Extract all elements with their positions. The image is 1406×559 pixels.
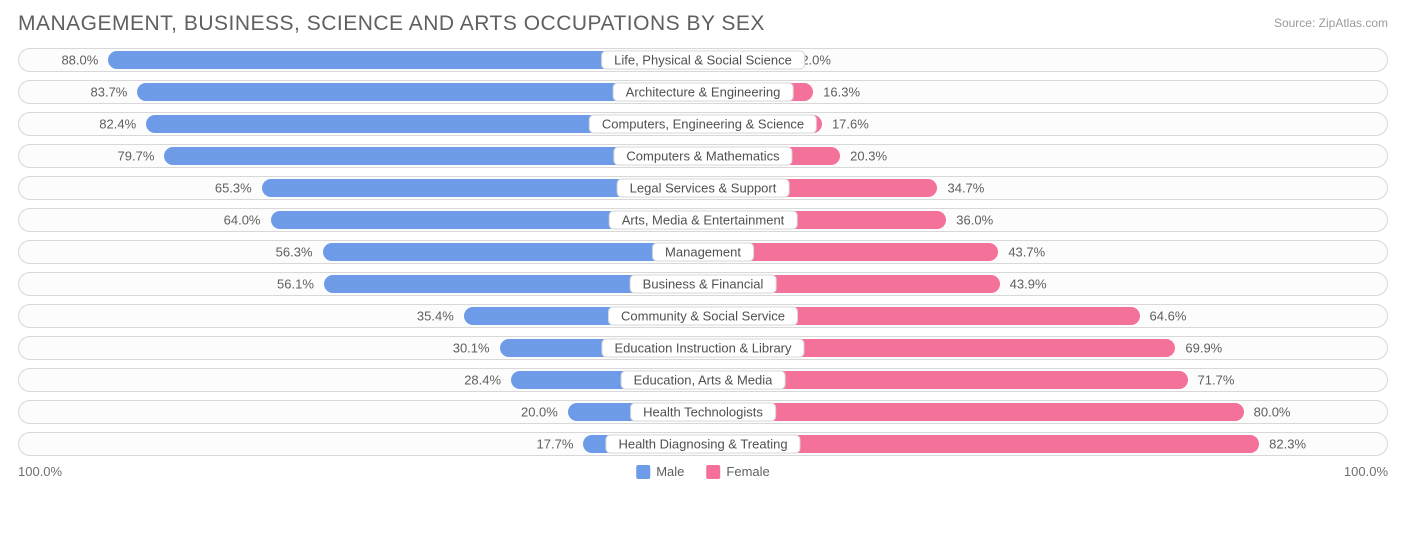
chart-axis: 100.0% Male Female 100.0% xyxy=(18,464,1388,484)
category-label: Computers, Engineering & Science xyxy=(589,115,817,134)
bar-track: 83.7% 16.3% Architecture & Engineering xyxy=(18,80,1388,104)
category-label: Architecture & Engineering xyxy=(613,83,794,102)
category-label: Community & Social Service xyxy=(608,307,798,326)
value-male: 83.7% xyxy=(91,85,128,100)
bar-male xyxy=(323,243,703,261)
value-female: 16.3% xyxy=(823,85,860,100)
value-female: 20.3% xyxy=(850,149,887,164)
value-female: 17.6% xyxy=(832,117,869,132)
legend-male-label: Male xyxy=(656,464,684,479)
value-male: 82.4% xyxy=(99,117,136,132)
bar-track: 64.0% 36.0% Arts, Media & Entertainment xyxy=(18,208,1388,232)
bar-track: 17.7% 82.3% Health Diagnosing & Treating xyxy=(18,432,1388,456)
bar-track: 82.4% 17.6% Computers, Engineering & Scien… xyxy=(18,112,1388,136)
category-label: Computers & Mathematics xyxy=(613,147,792,166)
value-male: 35.4% xyxy=(417,309,454,324)
value-male: 28.4% xyxy=(464,373,501,388)
value-male: 64.0% xyxy=(224,213,261,228)
value-male: 30.1% xyxy=(453,341,490,356)
value-female: 36.0% xyxy=(956,213,993,228)
bar-track: 28.4% 71.7% Education, Arts & Media xyxy=(18,368,1388,392)
value-male: 20.0% xyxy=(521,405,558,420)
category-label: Education, Arts & Media xyxy=(621,371,786,390)
value-male: 56.3% xyxy=(276,245,313,260)
chart-area: 88.0%12.0%Life, Physical & Social Scienc… xyxy=(18,48,1388,456)
value-female: 43.7% xyxy=(1008,245,1045,260)
bar-track: 56.3% 43.7% Management xyxy=(18,240,1388,264)
bar-track: 65.3% 34.7% Legal Services & Support xyxy=(18,176,1388,200)
bar-track: 56.1% 43.9% Business & Financial xyxy=(18,272,1388,296)
legend-female: Female xyxy=(706,464,769,479)
axis-left-label: 100.0% xyxy=(18,464,62,479)
value-male: 17.7% xyxy=(537,437,574,452)
chart-source: Source: ZipAtlas.com xyxy=(1274,16,1388,30)
value-female: 64.6% xyxy=(1150,309,1187,324)
value-male: 79.7% xyxy=(118,149,155,164)
bar-track: 79.7% 20.3% Computers & Mathematics xyxy=(18,144,1388,168)
value-female: 71.7% xyxy=(1198,373,1235,388)
chart-legend: Male Female xyxy=(636,464,770,479)
category-label: Legal Services & Support xyxy=(617,179,790,198)
value-female: 80.0% xyxy=(1254,405,1291,420)
category-label: Health Diagnosing & Treating xyxy=(605,435,800,454)
legend-female-swatch xyxy=(706,465,720,479)
bar-track: 30.1% 69.9% Education Instruction & Librar… xyxy=(18,336,1388,360)
category-label: Business & Financial xyxy=(630,275,777,294)
bar-track: 35.4% 64.6% Community & Social Service xyxy=(18,304,1388,328)
category-label: Education Instruction & Library xyxy=(601,339,804,358)
bar-female xyxy=(703,403,1244,421)
chart-title: MANAGEMENT, BUSINESS, SCIENCE AND ARTS O… xyxy=(18,12,765,36)
value-female: 82.3% xyxy=(1269,437,1306,452)
bar-track: 88.0%12.0%Life, Physical & Social Scienc… xyxy=(18,48,1388,72)
value-male: 65.3% xyxy=(215,181,252,196)
value-female: 43.9% xyxy=(1010,277,1047,292)
legend-male-swatch xyxy=(636,465,650,479)
axis-right-label: 100.0% xyxy=(1344,464,1388,479)
value-female: 69.9% xyxy=(1185,341,1222,356)
legend-female-label: Female xyxy=(726,464,769,479)
value-female: 34.7% xyxy=(947,181,984,196)
bar-track: 20.0% 80.0% Health Technologists xyxy=(18,400,1388,424)
value-male: 56.1% xyxy=(277,277,314,292)
category-label: Life, Physical & Social Science xyxy=(601,51,805,70)
category-label: Health Technologists xyxy=(630,403,776,422)
chart-header: MANAGEMENT, BUSINESS, SCIENCE AND ARTS O… xyxy=(18,12,1388,36)
category-label: Management xyxy=(652,243,754,262)
category-label: Arts, Media & Entertainment xyxy=(609,211,798,230)
legend-male: Male xyxy=(636,464,684,479)
value-male: 88.0% xyxy=(61,53,98,68)
